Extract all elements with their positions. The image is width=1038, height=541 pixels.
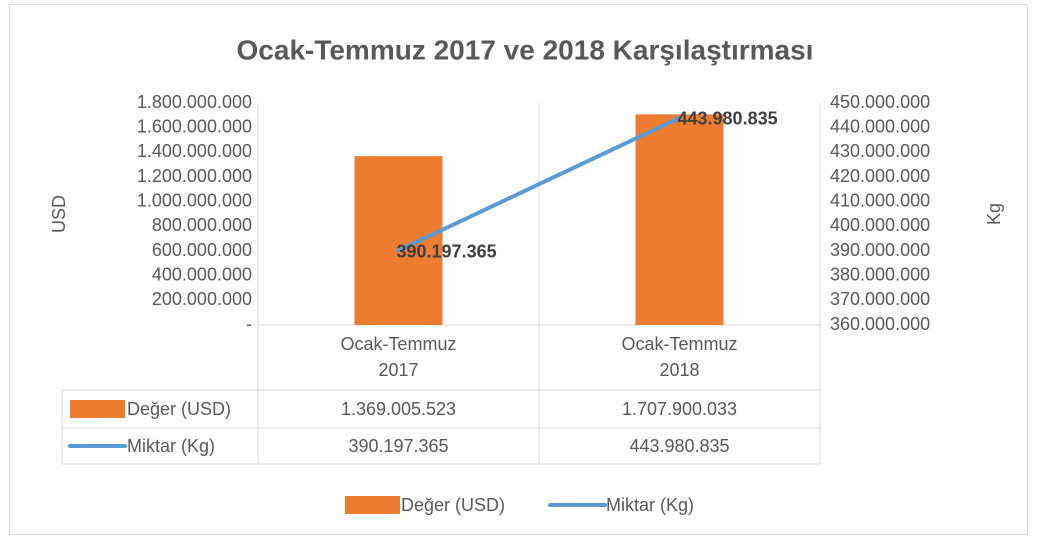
- legend-key: [70, 400, 125, 418]
- y-tick-label: 200.000.000: [152, 289, 252, 309]
- y2-axis-title: Kg: [984, 203, 1004, 225]
- y-tick-label: 1.000.000.000: [137, 190, 252, 210]
- y-axis-title: USD: [49, 195, 69, 233]
- y-tick-label: 1.800.000.000: [137, 92, 252, 112]
- table-cell: 1.707.900.033: [622, 399, 737, 419]
- legend-label: Değer (USD): [401, 495, 505, 515]
- y-tick-label: -: [246, 314, 252, 334]
- chart-title: Ocak-Temmuz 2017 ve 2018 Karşılaştırması: [237, 34, 814, 65]
- x-tick-label: Ocak-Temmuz 2017: [340, 334, 457, 380]
- y-tick-label: 400.000.000: [152, 264, 252, 284]
- y2-tick-label: 440.000.000: [830, 116, 930, 136]
- data-label: 390.197.365: [397, 241, 497, 261]
- table-cell: 390.197.365: [348, 436, 448, 456]
- line: [396, 115, 682, 253]
- y-tick-label: 1.600.000.000: [137, 116, 252, 136]
- legend-label: Miktar (Kg): [606, 495, 694, 515]
- data-label: 443.980.835: [678, 109, 778, 129]
- bar: [635, 114, 724, 325]
- x-tick-label-box: Ocak-Temmuz 2017: [340, 334, 457, 380]
- x-tick-label-box: Ocak-Temmuz 2018: [621, 334, 738, 380]
- bar: [354, 156, 443, 325]
- y2-tick-label: 360.000.000: [830, 314, 930, 334]
- y2-tick-label: 430.000.000: [830, 141, 930, 161]
- table-row-header: Miktar (Kg): [127, 436, 215, 456]
- y2-tick-label: 370.000.000: [830, 289, 930, 309]
- table-cell: 1.369.005.523: [341, 399, 456, 419]
- y-tick-label: 1.400.000.000: [137, 141, 252, 161]
- y-tick-label: 800.000.000: [152, 215, 252, 235]
- y2-tick-label: 450.000.000: [830, 92, 930, 112]
- y2-tick-label: 420.000.000: [830, 166, 930, 186]
- y2-tick-label: 380.000.000: [830, 264, 930, 284]
- table-row-header: Değer (USD): [127, 399, 231, 419]
- y-tick-label: 1.200.000.000: [137, 166, 252, 186]
- table-cell: 443.980.835: [629, 436, 729, 456]
- y2-tick-label: 390.000.000: [830, 240, 930, 260]
- x-tick-label: Ocak-Temmuz 2018: [621, 334, 738, 380]
- y2-tick-label: 400.000.000: [830, 215, 930, 235]
- legend-key: [345, 496, 400, 514]
- y2-tick-label: 410.000.000: [830, 190, 930, 210]
- chart-border: [9, 4, 1028, 535]
- y-tick-label: 600.000.000: [152, 240, 252, 260]
